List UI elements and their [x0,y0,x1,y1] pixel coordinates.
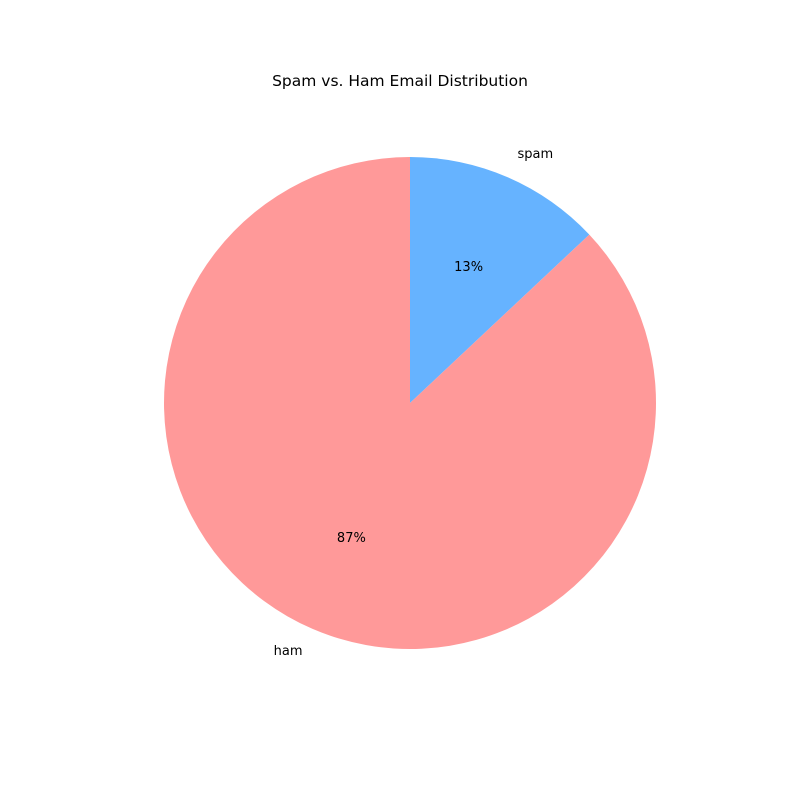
pie-category-label-spam: spam [517,147,553,162]
pie-slice-spam [410,157,590,403]
pie-slice-ham [164,156,657,649]
pie-percent-label-ham: 87% [337,531,366,546]
chart-title: Spam vs. Ham Email Distribution [272,72,528,90]
pie-percent-label-spam: 13% [454,260,483,275]
pie-category-label-ham: ham [274,644,303,659]
